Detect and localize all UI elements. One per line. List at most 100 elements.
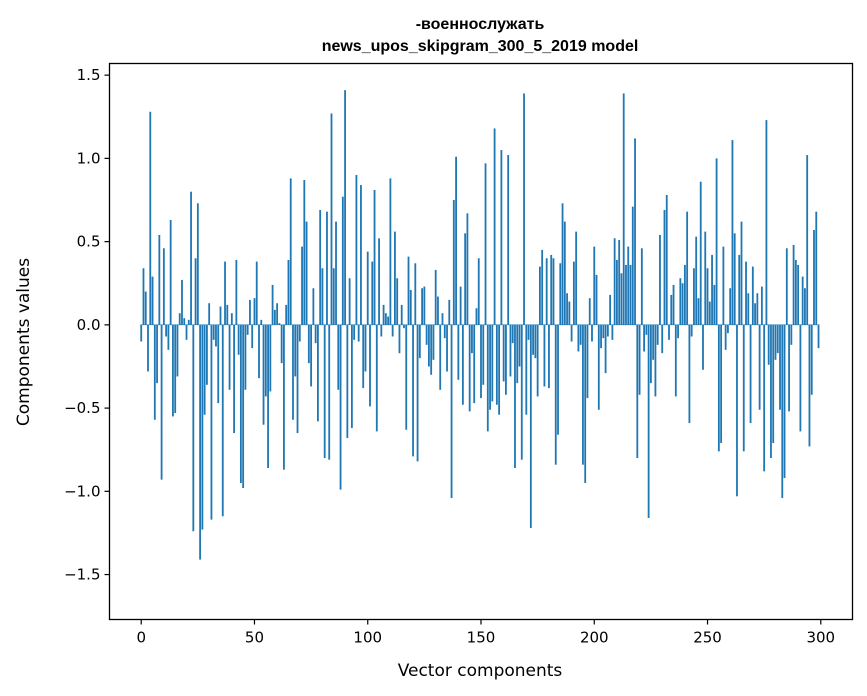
bar — [665, 195, 668, 325]
bar — [412, 324, 414, 457]
bar — [194, 258, 197, 325]
bar — [396, 278, 399, 325]
bar — [745, 261, 747, 325]
x-axis-ticks: 0 50 100 150 200 250 300 — [136, 619, 835, 647]
bar — [482, 324, 485, 385]
bar — [720, 324, 723, 444]
bar — [301, 246, 303, 325]
bar — [747, 293, 750, 325]
bar — [246, 324, 249, 335]
bar — [264, 324, 267, 397]
y-axis-ticks: −1.5 −1.0 −0.5 0.0 0.5 1.0 1.5 — [64, 66, 110, 584]
bar — [627, 246, 630, 325]
bar — [652, 324, 655, 360]
bar — [452, 200, 455, 325]
bar — [151, 276, 154, 325]
bar — [344, 90, 346, 325]
bar — [400, 304, 403, 325]
bar — [559, 263, 562, 325]
bar — [557, 324, 559, 435]
bar — [804, 288, 806, 325]
bar — [751, 266, 754, 325]
bar — [699, 181, 702, 325]
x-tick-label: 300 — [806, 629, 835, 647]
bar — [668, 324, 670, 340]
bar — [427, 324, 430, 367]
bar — [443, 324, 446, 339]
bar — [772, 324, 775, 444]
y-tick-label: 1.5 — [77, 66, 101, 84]
bar — [314, 324, 317, 344]
bar — [643, 324, 645, 352]
bar — [813, 229, 815, 325]
y-tick-label: −1.0 — [64, 482, 100, 500]
bar — [418, 324, 421, 359]
bar — [618, 239, 621, 325]
bar — [724, 324, 727, 350]
bar — [729, 288, 732, 325]
bar — [144, 291, 147, 325]
bar — [262, 324, 265, 425]
bar — [307, 324, 310, 364]
bar — [280, 324, 283, 364]
y-tick-label: 1.0 — [77, 149, 101, 167]
bar — [283, 324, 285, 470]
bar — [165, 324, 168, 337]
bar — [767, 324, 770, 365]
bar — [337, 324, 340, 390]
bar — [289, 178, 292, 325]
bar — [740, 221, 743, 325]
bar — [611, 324, 614, 340]
bar — [421, 288, 424, 325]
bar — [147, 324, 149, 372]
bar — [770, 324, 772, 459]
bar — [416, 324, 419, 462]
bar — [491, 324, 494, 402]
bar — [817, 324, 820, 349]
bar — [296, 324, 299, 434]
x-tick-label: 250 — [693, 629, 722, 647]
bar — [294, 324, 297, 377]
bar — [375, 324, 378, 432]
bar — [162, 248, 165, 325]
bar — [475, 308, 478, 325]
bar — [269, 324, 272, 392]
bar — [346, 324, 349, 439]
bar — [219, 306, 222, 325]
bar — [595, 274, 598, 325]
bar — [244, 324, 247, 390]
bar — [781, 324, 784, 498]
bar — [582, 324, 584, 465]
chart-title: -военнослужать — [416, 16, 545, 33]
bar — [181, 279, 183, 325]
bar — [779, 324, 781, 410]
bar — [432, 324, 435, 360]
bar — [597, 324, 600, 410]
bar — [575, 231, 578, 325]
bar — [303, 180, 306, 325]
bar — [287, 259, 290, 325]
bar — [446, 324, 448, 372]
bar — [679, 278, 682, 325]
bar — [579, 324, 582, 345]
bar — [457, 324, 460, 380]
bar — [518, 324, 521, 367]
bar — [631, 206, 634, 325]
bar — [260, 319, 263, 325]
bar — [797, 264, 800, 325]
y-tick-label: −1.5 — [64, 566, 100, 584]
bar — [271, 284, 274, 325]
bar — [672, 284, 675, 325]
bar — [758, 324, 761, 410]
bar — [693, 268, 695, 325]
bar — [348, 278, 351, 325]
bar — [774, 324, 777, 360]
bar — [663, 209, 666, 325]
bar — [339, 324, 342, 490]
bar — [364, 324, 367, 372]
bar — [552, 258, 555, 325]
bar — [149, 111, 152, 325]
bar — [534, 324, 537, 359]
y-tick-label: 0.0 — [77, 316, 101, 334]
bar — [645, 324, 648, 335]
